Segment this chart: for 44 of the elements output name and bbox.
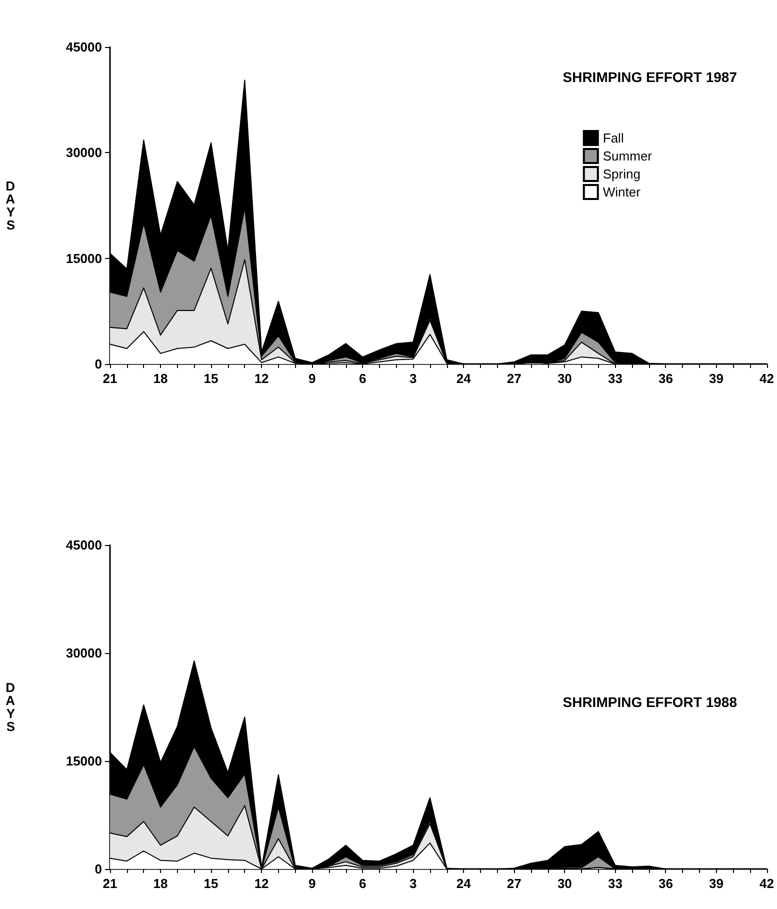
x-tick-label: 9 — [308, 876, 316, 891]
x-tick-label: 27 — [506, 876, 522, 891]
y-axis-title: DAYS — [6, 680, 16, 734]
y-axis-title: DAYS — [6, 178, 16, 232]
y-tick-label: 30000 — [66, 145, 102, 160]
y-tick-label: 45000 — [66, 538, 102, 552]
x-tick-label: 27 — [506, 371, 522, 386]
x-tick-label: 42 — [760, 876, 774, 891]
y-tick-label: 45000 — [66, 40, 102, 54]
text: SHRIMPING EFFORT 1988 — [562, 694, 738, 710]
x-tick-label: 18 — [153, 876, 168, 891]
y-tick-label: 30000 — [66, 646, 102, 660]
x-tick-label: 12 — [254, 371, 269, 386]
x-tick-label: 36 — [658, 371, 673, 386]
legend-label: Summer — [602, 148, 653, 164]
x-tick-label: 24 — [456, 371, 472, 386]
legend-label: Spring — [602, 166, 640, 182]
x-tick-label: 42 — [760, 371, 774, 386]
x-tick-label: 21 — [102, 876, 118, 891]
y-tick-label: 15000 — [66, 250, 102, 266]
text: SHRIMPING EFFORT 1987 — [562, 69, 738, 85]
x-tick-label: 15 — [204, 876, 218, 891]
legend-label: Winter — [602, 184, 642, 200]
x-tick-label: 12 — [254, 876, 269, 891]
x-tick-label: 6 — [358, 876, 366, 891]
x-tick-label: 15 — [204, 371, 218, 386]
x-tick-label: 36 — [658, 876, 673, 891]
y-tick-label: 0 — [94, 862, 102, 876]
x-tick-label: 18 — [153, 371, 168, 386]
x-tick-label: 30 — [557, 371, 572, 386]
x-tick-label: 33 — [608, 371, 622, 386]
x-tick-label: 39 — [709, 371, 724, 386]
x-tick-label: 6 — [358, 371, 366, 386]
x-tick-label: 9 — [308, 371, 316, 386]
y-tick-label: 15000 — [66, 754, 102, 768]
x-tick-label: 33 — [608, 876, 622, 891]
legend-label: Fall — [602, 130, 624, 146]
x-tick-label: 3 — [410, 371, 417, 386]
y-tick-label: 0 — [94, 356, 102, 372]
x-tick-label: 3 — [410, 876, 417, 891]
x-tick-label: 21 — [102, 371, 118, 386]
x-tick-label: 39 — [709, 876, 724, 891]
x-tick-label: 24 — [456, 876, 472, 891]
x-tick-label: 30 — [557, 876, 572, 891]
